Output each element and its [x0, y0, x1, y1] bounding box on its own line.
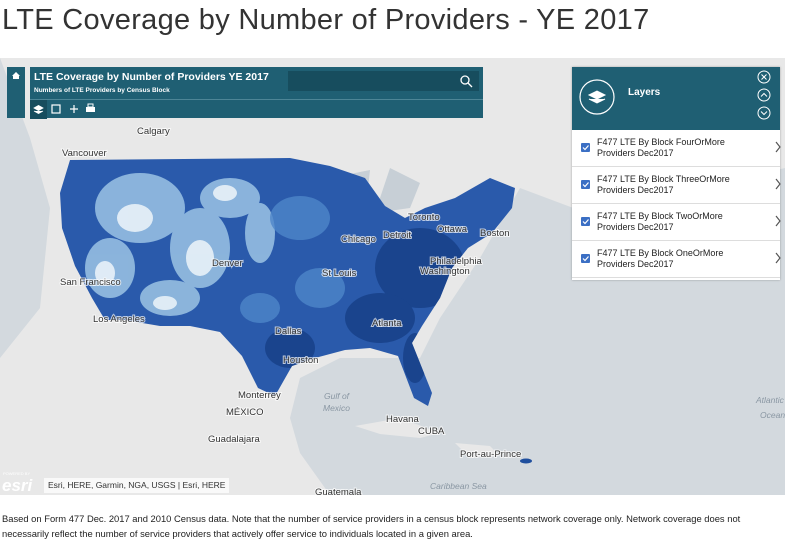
powered-by: POWERED BY: [3, 471, 31, 476]
layers-header-icons: [579, 70, 771, 120]
check-icon: [582, 219, 589, 225]
layer-checkbox[interactable]: [581, 254, 590, 263]
place-label: Atlanta: [372, 318, 402, 329]
layer-name: F477 LTE By Block ThreeOrMore Providers …: [597, 174, 730, 195]
layers-heading: Layers: [628, 87, 661, 98]
place-label: Chicago: [341, 234, 376, 245]
water-label: Mexico: [323, 403, 350, 413]
app-panel: LTE Coverage by Number of Providers YE 2…: [30, 67, 483, 119]
place-label: St Louis: [322, 268, 357, 279]
app-subtitle: Numbers of LTE Providers by Census Block: [34, 87, 170, 94]
layer-name: F477 LTE By Block OneOrMore Providers De…: [597, 248, 724, 269]
check-icon: [582, 182, 589, 188]
place-label: Dallas: [275, 326, 302, 337]
attribution: Esri, HERE, Garmin, NGA, USGS | Esri, HE…: [44, 478, 230, 493]
check-icon: [582, 145, 589, 151]
water-label: Gulf of: [324, 391, 351, 401]
layers-panel: Layers F477 LTE By Block FourOrMore Prov…: [572, 67, 781, 280]
chevron-icon: [775, 252, 781, 264]
layer-item[interactable]: F477 LTE By Block ThreeOrMore Providers …: [572, 167, 781, 204]
footer-note: Based on Form 477 Dec. 2017 and 2010 Cen…: [2, 513, 741, 539]
place-label: San Francisco: [60, 277, 121, 288]
chevron-icon: [775, 215, 781, 227]
layer-list: F477 LTE By Block FourOrMore Providers D…: [572, 130, 781, 278]
puerto-rico: [520, 458, 532, 464]
place-label: MÉXICO: [226, 407, 263, 418]
app-title: LTE Coverage by Number of Providers YE 2…: [34, 71, 269, 83]
water-label: Ocean: [760, 410, 785, 420]
esri-logo[interactable]: esri: [2, 476, 33, 495]
layer-item[interactable]: F477 LTE By Block TwoOrMore Providers De…: [572, 204, 781, 241]
search-icon: [460, 75, 473, 88]
layer-name: F477 LTE By Block FourOrMore Providers D…: [597, 137, 725, 158]
check-icon: [582, 256, 589, 262]
search-box[interactable]: [288, 71, 479, 91]
place-label: Port-au-Prince: [460, 449, 521, 460]
water-label: Caribbean Sea: [430, 481, 487, 491]
toolbar: [30, 99, 483, 119]
place-label: Washington: [420, 266, 470, 277]
layer-item[interactable]: F477 LTE By Block FourOrMore Providers D…: [572, 130, 781, 167]
place-label: Detroit: [383, 230, 411, 241]
place-label: Boston: [480, 228, 510, 239]
home-button[interactable]: [7, 72, 25, 101]
hispaniola: [455, 443, 500, 458]
place-label: Houston: [283, 355, 318, 366]
place-label: Calgary: [137, 126, 170, 137]
zoom-out-icon: [13, 74, 19, 77]
place-label: Philadelphia: [430, 256, 482, 267]
place-label: Ottawa: [437, 224, 468, 235]
cuba: [355, 418, 440, 438]
place-label: Los Angeles: [93, 314, 145, 325]
layer-item[interactable]: F477 LTE By Block OneOrMore Providers De…: [572, 241, 781, 278]
water-label: Atlantic: [755, 395, 785, 405]
toolbar-icons[interactable]: [30, 100, 130, 119]
map[interactable]: Calgary Vancouver Ottawa Toronto Chicago Detr…: [0, 58, 785, 495]
chevron-icon: [775, 141, 781, 153]
place-label: Guatemala: [315, 487, 362, 495]
page-title: LTE Coverage by Number of Providers - YE…: [2, 4, 650, 36]
layer-name: F477 LTE By Block TwoOrMore Providers De…: [597, 211, 723, 232]
layers-header: Layers: [572, 67, 780, 130]
place-label: Guadalajara: [208, 434, 260, 445]
place-label: Vancouver: [62, 148, 107, 159]
zoom-controls: [7, 67, 25, 118]
layer-checkbox[interactable]: [581, 143, 590, 152]
place-label: Monterrey: [238, 390, 281, 401]
layer-checkbox[interactable]: [581, 217, 590, 226]
chevron-icon: [775, 178, 781, 190]
place-label: Toronto: [408, 212, 440, 223]
place-label: Denver: [212, 258, 243, 269]
place-label: CUBA: [418, 426, 445, 437]
place-label: Havana: [386, 414, 419, 425]
layer-checkbox[interactable]: [581, 180, 590, 189]
zoom-out[interactable]: [7, 74, 25, 118]
